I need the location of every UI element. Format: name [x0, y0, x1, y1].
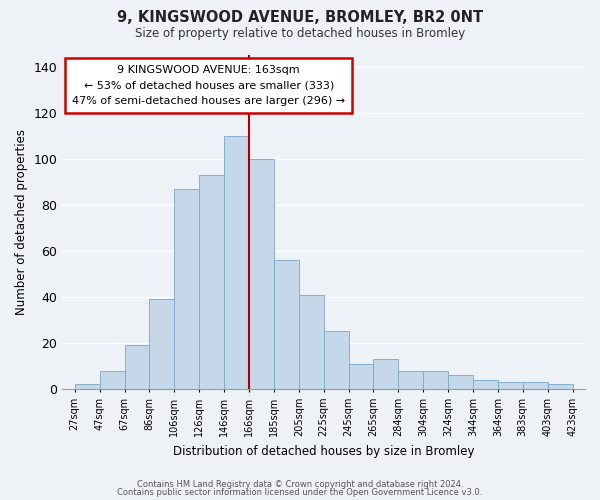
Bar — [448, 375, 473, 389]
Bar — [473, 380, 498, 389]
Bar — [149, 299, 175, 389]
Text: Contains HM Land Registry data © Crown copyright and database right 2024.: Contains HM Land Registry data © Crown c… — [137, 480, 463, 489]
Bar — [274, 260, 299, 389]
Bar — [175, 188, 199, 389]
Bar — [224, 136, 249, 389]
Bar — [349, 364, 373, 389]
Text: Contains public sector information licensed under the Open Government Licence v3: Contains public sector information licen… — [118, 488, 482, 497]
Bar — [100, 370, 125, 389]
Text: Size of property relative to detached houses in Bromley: Size of property relative to detached ho… — [135, 28, 465, 40]
Bar — [75, 384, 100, 389]
X-axis label: Distribution of detached houses by size in Bromley: Distribution of detached houses by size … — [173, 444, 475, 458]
Bar — [125, 346, 149, 389]
Text: 9, KINGSWOOD AVENUE, BROMLEY, BR2 0NT: 9, KINGSWOOD AVENUE, BROMLEY, BR2 0NT — [117, 10, 483, 25]
Bar — [523, 382, 548, 389]
Bar — [249, 158, 274, 389]
Bar — [323, 332, 349, 389]
Bar — [299, 294, 323, 389]
Bar — [199, 175, 224, 389]
Bar — [548, 384, 572, 389]
Text: 9 KINGSWOOD AVENUE: 163sqm
← 53% of detached houses are smaller (333)
47% of sem: 9 KINGSWOOD AVENUE: 163sqm ← 53% of deta… — [72, 65, 345, 106]
Bar — [498, 382, 523, 389]
Y-axis label: Number of detached properties: Number of detached properties — [15, 129, 28, 315]
Bar — [373, 359, 398, 389]
Bar — [398, 370, 423, 389]
Bar — [423, 370, 448, 389]
